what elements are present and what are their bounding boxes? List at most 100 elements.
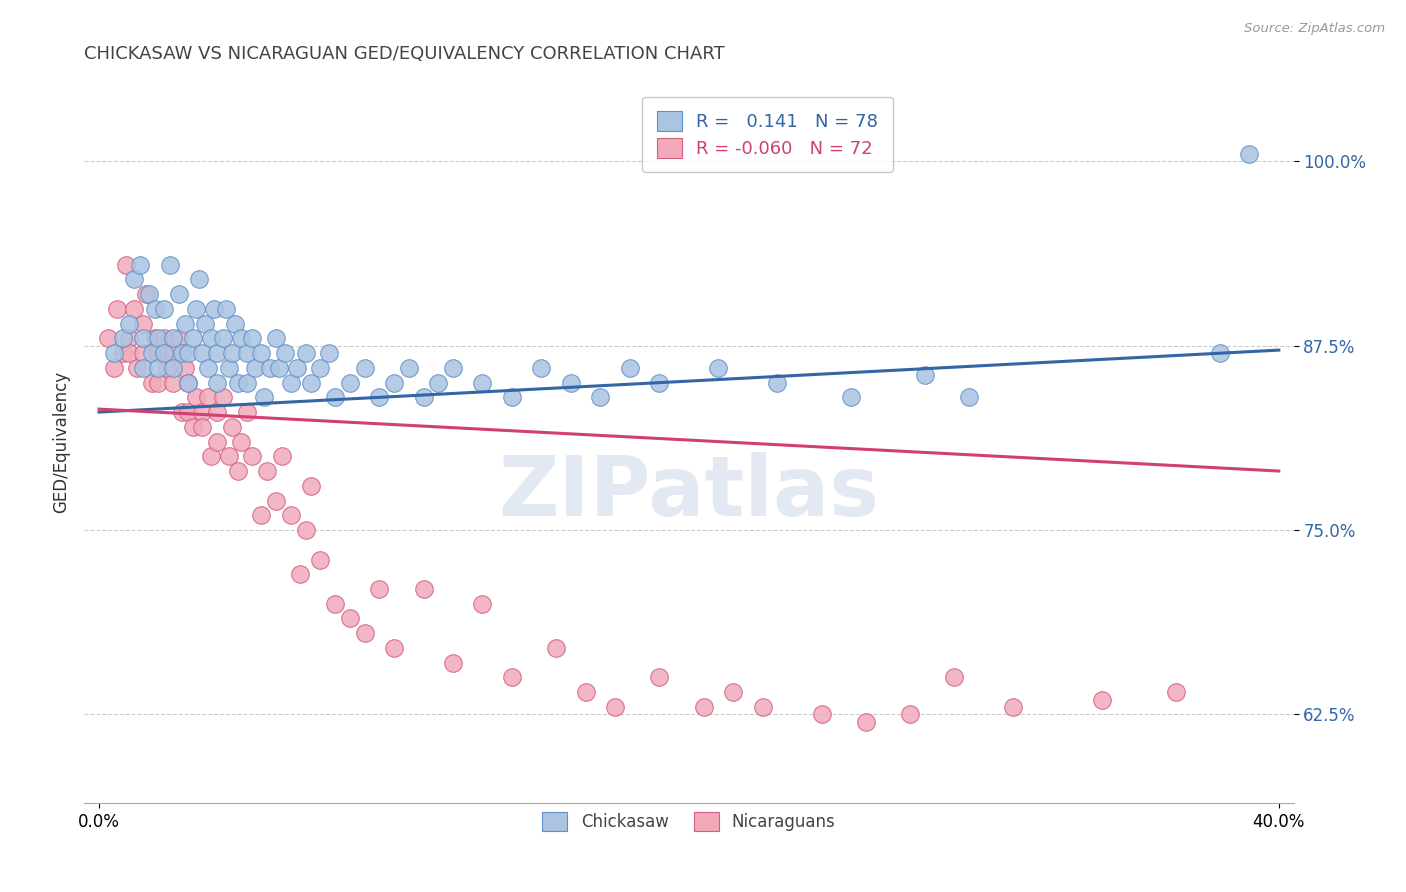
- Point: [186, 301, 208, 316]
- Point: [274, 346, 297, 360]
- Point: [132, 360, 155, 375]
- Point: [250, 508, 273, 523]
- Point: [318, 346, 340, 360]
- Point: [619, 360, 641, 375]
- Point: [194, 317, 217, 331]
- Point: [146, 360, 169, 375]
- Point: [648, 376, 671, 390]
- Point: [264, 493, 287, 508]
- Point: [855, 714, 877, 729]
- Point: [132, 331, 155, 345]
- Point: [146, 346, 169, 360]
- Point: [170, 405, 193, 419]
- Point: [1002, 700, 1025, 714]
- Point: [839, 390, 862, 404]
- Point: [176, 376, 198, 390]
- Point: [138, 287, 160, 301]
- Point: [205, 346, 228, 360]
- Point: [368, 390, 391, 404]
- Point: [309, 552, 332, 566]
- Point: [471, 597, 494, 611]
- Text: ZIPatlas: ZIPatlas: [499, 451, 879, 533]
- Point: [560, 376, 582, 390]
- Point: [146, 331, 169, 345]
- Point: [250, 346, 273, 360]
- Point: [170, 346, 193, 360]
- Point: [294, 523, 316, 537]
- Point: [183, 419, 205, 434]
- Point: [235, 405, 257, 419]
- Point: [141, 346, 163, 360]
- Point: [191, 405, 214, 419]
- Point: [224, 317, 246, 331]
- Point: [221, 346, 243, 360]
- Point: [156, 360, 179, 375]
- Point: [648, 670, 671, 684]
- Point: [153, 346, 176, 360]
- Point: [368, 582, 391, 596]
- Point: [235, 346, 257, 360]
- Point: [589, 390, 612, 404]
- Point: [280, 508, 302, 523]
- Point: [176, 405, 198, 419]
- Point: [167, 287, 190, 301]
- Point: [766, 376, 789, 390]
- Point: [117, 331, 139, 345]
- Point: [103, 346, 125, 360]
- Point: [294, 346, 316, 360]
- Point: [197, 360, 219, 375]
- Point: [127, 360, 149, 375]
- Point: [132, 346, 155, 360]
- Point: [288, 567, 311, 582]
- Point: [245, 360, 267, 375]
- Text: Source: ZipAtlas.com: Source: ZipAtlas.com: [1244, 22, 1385, 36]
- Point: [353, 626, 375, 640]
- Point: [162, 376, 184, 390]
- Point: [264, 331, 287, 345]
- Point: [132, 317, 155, 331]
- Point: [124, 272, 146, 286]
- Point: [153, 301, 176, 316]
- Point: [146, 376, 169, 390]
- Point: [117, 317, 139, 331]
- Point: [957, 390, 980, 404]
- Point: [605, 700, 627, 714]
- Point: [253, 390, 276, 404]
- Point: [143, 331, 166, 345]
- Point: [280, 376, 302, 390]
- Point: [353, 360, 375, 375]
- Y-axis label: GED/Equivalency: GED/Equivalency: [52, 370, 70, 513]
- Point: [441, 360, 464, 375]
- Point: [546, 640, 568, 655]
- Point: [159, 258, 181, 272]
- Point: [173, 317, 195, 331]
- Point: [530, 360, 553, 375]
- Point: [162, 346, 184, 360]
- Point: [382, 376, 405, 390]
- Point: [398, 360, 420, 375]
- Point: [301, 376, 323, 390]
- Point: [186, 390, 208, 404]
- Point: [153, 331, 176, 345]
- Point: [256, 464, 278, 478]
- Point: [197, 390, 219, 404]
- Point: [167, 331, 190, 345]
- Point: [1164, 685, 1187, 699]
- Point: [200, 331, 222, 345]
- Point: [117, 346, 139, 360]
- Point: [235, 376, 257, 390]
- Point: [212, 331, 235, 345]
- Point: [202, 301, 225, 316]
- Point: [129, 258, 152, 272]
- Point: [218, 450, 240, 464]
- Point: [259, 360, 281, 375]
- Point: [226, 376, 249, 390]
- Point: [339, 611, 361, 625]
- Point: [412, 582, 434, 596]
- Point: [105, 301, 128, 316]
- Point: [226, 464, 249, 478]
- Point: [173, 360, 195, 375]
- Point: [205, 376, 228, 390]
- Point: [229, 434, 252, 449]
- Point: [382, 640, 405, 655]
